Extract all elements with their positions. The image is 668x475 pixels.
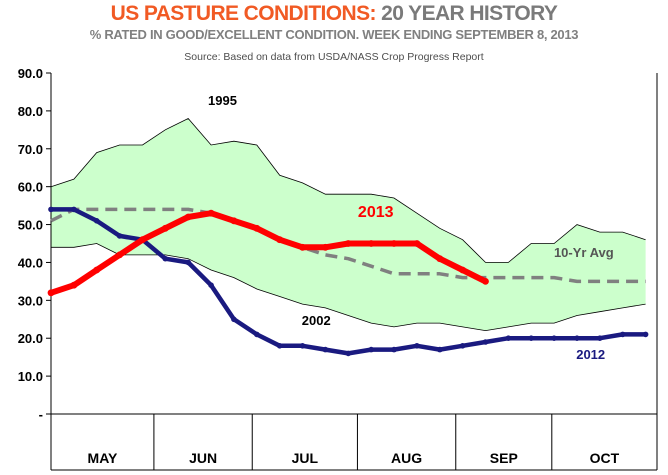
data-point	[551, 335, 557, 342]
chart-source: Source: Based on data from USDA/NASS Cro…	[184, 51, 484, 63]
data-point	[367, 240, 375, 247]
y-tick-label: 70.0	[18, 142, 43, 157]
y-tick-label: 10.0	[18, 369, 43, 384]
range-band-lower-line	[51, 243, 646, 332]
chart-title: US PASTURE CONDITIONS: 20 YEAR HISTORY	[0, 2, 668, 26]
data-point	[70, 281, 78, 289]
data-point	[47, 289, 55, 297]
series-line	[50, 207, 646, 284]
data-point	[116, 233, 123, 239]
data-point	[299, 343, 306, 349]
y-tick-label: 20.0	[18, 331, 43, 346]
data-point	[345, 350, 352, 357]
data-point	[48, 206, 54, 213]
y-tick-label: 80.0	[18, 104, 43, 119]
chart-title-rest: 20 YEAR HISTORY	[381, 2, 558, 25]
data-point	[276, 343, 283, 349]
series-annotation: 2012	[576, 347, 605, 362]
data-point	[597, 335, 603, 342]
data-point	[414, 343, 420, 349]
series-annotation: 10-Yr Avg	[554, 245, 614, 260]
range-band-area	[51, 118, 646, 331]
data-point	[162, 255, 169, 262]
data-point	[322, 346, 329, 353]
series-annotation: 2002	[302, 313, 331, 328]
data-point	[299, 243, 306, 251]
annotation-layer: 1995 2013 10-Yr Avg 2002 2012	[208, 93, 614, 362]
series-annotation: 2013	[358, 204, 394, 221]
chart-title-main: US PASTURE CONDITIONS	[110, 2, 370, 25]
data-point	[116, 251, 123, 259]
data-point	[139, 236, 146, 244]
data-point	[642, 331, 649, 338]
data-point	[437, 346, 443, 353]
data-point	[71, 206, 77, 213]
range-band-layer	[50, 118, 646, 332]
data-point	[390, 240, 398, 247]
x-tick-label: MAY	[88, 450, 118, 466]
data-point	[459, 266, 466, 274]
data-point	[230, 217, 238, 225]
data-point	[436, 255, 444, 263]
y-tick-label: 30.0	[18, 293, 43, 308]
chart-title-separator: :	[369, 2, 382, 25]
data-point	[619, 331, 626, 338]
data-point	[528, 335, 534, 342]
data-point	[459, 343, 466, 349]
data-point	[93, 266, 101, 274]
data-point	[574, 335, 580, 342]
y-tick-label: 90.0	[18, 66, 43, 81]
x-tick-label: JUN	[189, 450, 217, 466]
y-tick-label: 50.0	[18, 218, 43, 233]
data-point	[208, 282, 214, 289]
data-point	[482, 278, 489, 285]
series-annotation: 1995	[208, 93, 237, 108]
series-layer	[47, 206, 649, 357]
axis-layer: - 10.0 20.0 30.0 40.0 50.0 60.0 70.0 80.0 90.0 MAY…	[18, 66, 658, 471]
y-tick-label: -	[39, 407, 43, 422]
chart-subtitle: % RATED IN GOOD/EXCELLENT CONDITION. WEE…	[89, 27, 579, 42]
data-point	[231, 316, 237, 323]
data-point	[185, 259, 191, 266]
x-tick-label: JUL	[292, 450, 319, 466]
data-point	[413, 240, 421, 247]
data-point	[322, 243, 329, 251]
data-point	[482, 339, 489, 345]
data-point	[161, 224, 169, 232]
data-point	[207, 209, 215, 217]
x-tick-label: OCT	[590, 450, 620, 466]
x-tick-label: AUG	[391, 450, 422, 466]
x-tick-label: SEP	[490, 450, 518, 466]
series-line	[48, 210, 489, 296]
data-point	[184, 213, 192, 221]
data-point	[276, 236, 284, 244]
y-tick-label: 60.0	[18, 180, 43, 195]
y-tick-label: 40.0	[18, 255, 43, 270]
data-point	[344, 240, 352, 247]
data-point	[253, 331, 260, 338]
data-point	[253, 224, 261, 232]
range-band-upper-line	[50, 118, 646, 263]
data-point	[93, 218, 100, 224]
data-point	[505, 335, 512, 342]
data-point	[368, 346, 375, 353]
data-point	[391, 346, 397, 353]
